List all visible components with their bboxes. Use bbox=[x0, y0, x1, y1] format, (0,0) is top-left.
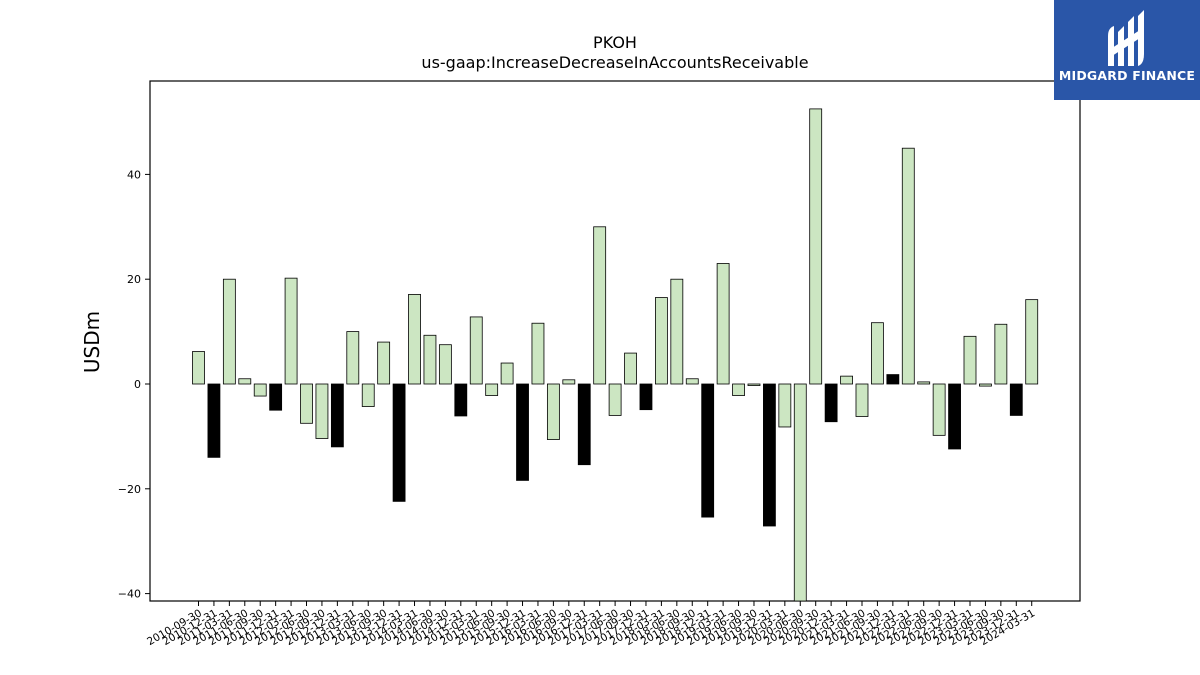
y-tick-label: −20 bbox=[118, 483, 141, 496]
bar-2013-03-31 bbox=[346, 331, 360, 385]
chart-title: PKOH bbox=[593, 33, 637, 52]
bar-2012-12-31 bbox=[330, 383, 344, 448]
chart-subtitle: us-gaap:IncreaseDecreaseInAccountsReceiv… bbox=[421, 53, 808, 72]
midgard-logo-icon bbox=[1108, 10, 1144, 66]
bar-2022-06-30 bbox=[917, 381, 931, 385]
bar-2017-06-30 bbox=[608, 383, 622, 416]
bar-2018-09-30 bbox=[685, 378, 699, 385]
bar-2011-03-31 bbox=[222, 278, 236, 385]
bar-2018-12-31 bbox=[701, 383, 715, 518]
y-tick-label: −40 bbox=[118, 588, 141, 601]
bar-2022-09-30 bbox=[932, 383, 946, 436]
logo-text: MIDGARD FINANCE bbox=[1058, 68, 1196, 83]
bar-2013-12-31 bbox=[392, 383, 406, 502]
bar-2019-06-30 bbox=[732, 383, 745, 396]
bar-2022-03-31 bbox=[901, 147, 915, 385]
bar-2011-06-30 bbox=[238, 378, 252, 385]
bar-2017-12-31 bbox=[639, 383, 653, 411]
y-tick-label: 40 bbox=[127, 168, 141, 181]
bar-2023-12-31 bbox=[1009, 383, 1023, 416]
bar-2024-03-31 bbox=[1025, 299, 1039, 385]
bar-2017-03-31 bbox=[593, 226, 607, 385]
bar-2023-09-30 bbox=[994, 323, 1008, 385]
bar-2011-12-31 bbox=[269, 383, 283, 411]
bar-2020-03-31 bbox=[778, 383, 792, 428]
x-axis: 2010-09-302010-12-312011-03-312011-06-30… bbox=[145, 601, 1037, 648]
bar-2012-09-30 bbox=[315, 383, 329, 439]
bar-2019-12-31 bbox=[763, 383, 776, 527]
y-axis: −40 −20 0 20 40 bbox=[118, 168, 150, 601]
bar-2022-12-31 bbox=[948, 383, 961, 450]
bar-2011-09-30 bbox=[253, 383, 267, 397]
bar-2015-06-30 bbox=[485, 383, 499, 396]
bar-2014-03-31 bbox=[408, 293, 421, 385]
bar-2010-12-31 bbox=[207, 383, 221, 458]
bar-2019-09-30 bbox=[747, 383, 761, 386]
bar-2014-09-30 bbox=[438, 344, 452, 385]
y-tick-label: 20 bbox=[127, 273, 141, 286]
bar-2019-03-31 bbox=[716, 263, 730, 385]
bar-2017-09-30 bbox=[624, 352, 637, 385]
bar-2021-03-31 bbox=[840, 375, 853, 385]
y-tick-label: 0 bbox=[134, 378, 141, 391]
bar-2012-03-31 bbox=[284, 277, 298, 385]
bar-2016-12-31 bbox=[577, 383, 591, 466]
bar-2021-09-30 bbox=[871, 322, 884, 385]
bar-2015-03-31 bbox=[469, 316, 483, 385]
bar-2018-03-31 bbox=[655, 297, 668, 385]
bar-2014-12-31 bbox=[454, 383, 468, 417]
bar-2020-09-30 bbox=[809, 108, 823, 385]
bar-2016-09-30 bbox=[562, 379, 576, 385]
midgard-finance-logo: MIDGARD FINANCE bbox=[1054, 0, 1200, 100]
bar-2014-06-30 bbox=[423, 334, 437, 385]
bar-2021-06-30 bbox=[855, 383, 869, 417]
bar-2010-09-30 bbox=[192, 351, 205, 385]
bar-2018-06-30 bbox=[670, 278, 684, 385]
bar-2013-09-30 bbox=[377, 341, 391, 385]
bar-2016-06-30 bbox=[546, 383, 560, 440]
bar-2023-03-31 bbox=[963, 335, 977, 385]
y-axis-label: USDm bbox=[80, 311, 104, 373]
bar-series bbox=[192, 108, 1039, 602]
bar-2016-03-31 bbox=[531, 322, 545, 385]
bar-2021-12-31 bbox=[886, 374, 900, 385]
bar-2023-06-30 bbox=[979, 383, 992, 387]
bar-2015-09-30 bbox=[500, 362, 514, 385]
bar-2013-06-30 bbox=[361, 383, 375, 407]
bar-2015-12-31 bbox=[516, 383, 529, 481]
bar-2012-06-30 bbox=[300, 383, 313, 424]
bar-2020-12-31 bbox=[824, 383, 838, 423]
bar-2020-06-30 bbox=[793, 383, 807, 602]
